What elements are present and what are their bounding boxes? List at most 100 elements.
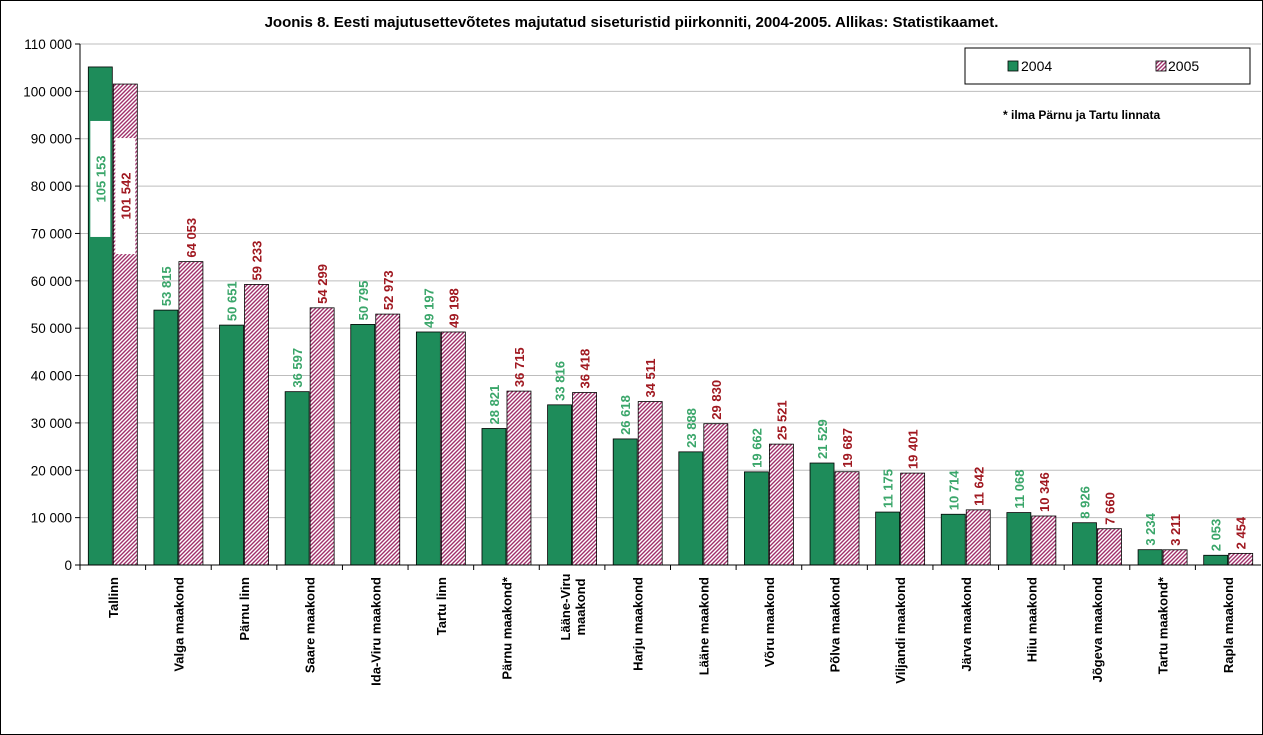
data-label-2005: 101 542	[118, 173, 133, 220]
data-label-2005: 34 511	[643, 358, 658, 397]
legend-label-2005: 2005	[1168, 58, 1199, 74]
gridlines	[80, 43, 1261, 519]
bar-2005	[1162, 549, 1188, 566]
data-label-2004: 28 821	[487, 385, 502, 425]
data-label-2005: 36 418	[578, 349, 593, 389]
bar-2005	[769, 443, 794, 566]
plot-area	[80, 44, 1261, 565]
category-label: Jõgeva maakond	[1090, 577, 1105, 683]
data-label-2005: 2 454	[1234, 516, 1249, 549]
bar-2004	[875, 511, 901, 566]
data-label-group-2004: 26 618	[618, 395, 633, 435]
data-label-2005: 49 198	[446, 288, 461, 328]
data-label-2004: 23 888	[684, 408, 699, 448]
y-tick-label: 10 000	[31, 511, 72, 526]
category-label: Ida-Viru maakond	[368, 577, 383, 686]
data-label-bg	[115, 138, 136, 255]
bar-2004	[940, 513, 966, 566]
data-label-group-2004: 8 926	[1077, 486, 1092, 519]
data-label-2005: 19 401	[906, 429, 921, 469]
bar-2004	[481, 428, 507, 566]
y-tick-label: 60 000	[31, 274, 72, 289]
category-label: Hiiu maakond	[1024, 577, 1039, 662]
data-label-2004: 2 053	[1209, 519, 1224, 552]
data-label-group-2004: 21 529	[815, 419, 830, 459]
bar-2004	[809, 462, 835, 566]
data-label-group-2004: 23 888	[684, 408, 699, 448]
bar-2004	[350, 324, 376, 566]
data-label-2005: 11 642	[971, 467, 986, 506]
bar-2005	[244, 284, 269, 566]
y-tick-label: 110 000	[24, 37, 72, 52]
data-label-group-2004: 28 821	[487, 385, 502, 425]
data-label-2004: 50 795	[356, 281, 371, 321]
bar-2004	[153, 309, 179, 566]
data-label-2004: 53 815	[159, 266, 174, 306]
data-label-2004: 36 597	[290, 348, 305, 388]
category-label: Võru maakond	[762, 577, 777, 667]
bar-2005	[1097, 528, 1122, 566]
bar-2004	[744, 471, 769, 566]
data-label-group-2004: 11 175	[881, 469, 896, 508]
y-tick-label: 100 000	[23, 84, 72, 99]
data-label-2005: 52 973	[381, 270, 396, 310]
y-tick-label: 80 000	[31, 179, 72, 194]
data-label-group-2005: 3 211	[1168, 514, 1183, 546]
bar-2005	[1228, 552, 1254, 566]
data-label-2004: 105 153	[93, 155, 108, 202]
data-label-group-2005: 7 660	[1102, 492, 1117, 525]
data-label-group-2005: 59 233	[250, 241, 265, 281]
data-label-2004: 11 175	[881, 469, 896, 508]
annotation-note: * ilma Pärnu ja Tartu linnata	[1003, 108, 1160, 122]
data-label-group-2005: 34 511	[643, 358, 658, 397]
data-label-group-2005: 19 687	[840, 428, 855, 468]
bar-2004	[415, 331, 441, 566]
y-tick-label: 20 000	[31, 463, 72, 478]
bar-2004	[678, 451, 704, 566]
category-label: Viljandi maakond	[893, 577, 908, 684]
data-label-group-2004: 10 714	[946, 470, 961, 511]
data-label-2004: 21 529	[815, 419, 830, 459]
bars: 105 153 101 542 53 815 64 053 50 651 59 233 36…	[87, 66, 1254, 566]
data-label-group-2004: 36 597	[290, 348, 305, 388]
category-label: Harju maakond	[631, 577, 646, 671]
bar-2005	[178, 261, 204, 566]
data-label-2005: 19 687	[840, 428, 855, 468]
legend-swatch-2005	[1155, 60, 1167, 72]
data-label-group-2004: 2 053	[1209, 519, 1224, 552]
bar-2005	[703, 423, 729, 566]
category-label: Rapla maakond	[1221, 577, 1236, 673]
category-label: Tartu linn	[434, 577, 449, 635]
y-tick-label: 90 000	[31, 132, 72, 147]
bar-2004	[1072, 522, 1097, 566]
x-axis: Tallinn Valga maakond Pärnu linn Saare maak…	[79, 564, 1261, 686]
data-label-2005: 64 053	[184, 218, 199, 258]
data-label-group-2004: 49 197	[421, 288, 436, 328]
category-label: Lääne maakond	[696, 577, 711, 675]
legend-label-2004: 2004	[1021, 58, 1052, 74]
category-label: Tallinn	[106, 577, 121, 618]
bar-2005	[1031, 515, 1057, 566]
bar-2005	[637, 401, 663, 566]
bar-2005	[309, 307, 335, 566]
bar-2005	[834, 471, 860, 566]
bar-2004	[219, 324, 244, 566]
bar-2005	[440, 331, 466, 566]
data-label-2004: 3 234	[1143, 512, 1158, 545]
data-label-2004: 10 714	[946, 470, 961, 511]
data-label-2005: 59 233	[250, 241, 265, 281]
bar-2004	[1006, 512, 1032, 566]
category-label: Põlva maakond	[828, 577, 843, 672]
data-label-group-2005: 52 973	[381, 270, 396, 310]
data-label-group-2005: 10 346	[1037, 472, 1052, 512]
category-label: Järva maakond	[959, 577, 974, 672]
data-label-2005: 10 346	[1037, 472, 1052, 512]
bar-2005	[965, 509, 991, 566]
data-label-group-2005: 36 418	[578, 349, 593, 389]
y-tick-label: 40 000	[31, 369, 72, 384]
data-label-group-2005: 11 642	[971, 467, 986, 506]
category-label: Tartu maakond*	[1156, 576, 1171, 674]
legend: 2004 2005	[964, 47, 1251, 85]
data-label-group-2005: 2 454	[1234, 516, 1249, 549]
